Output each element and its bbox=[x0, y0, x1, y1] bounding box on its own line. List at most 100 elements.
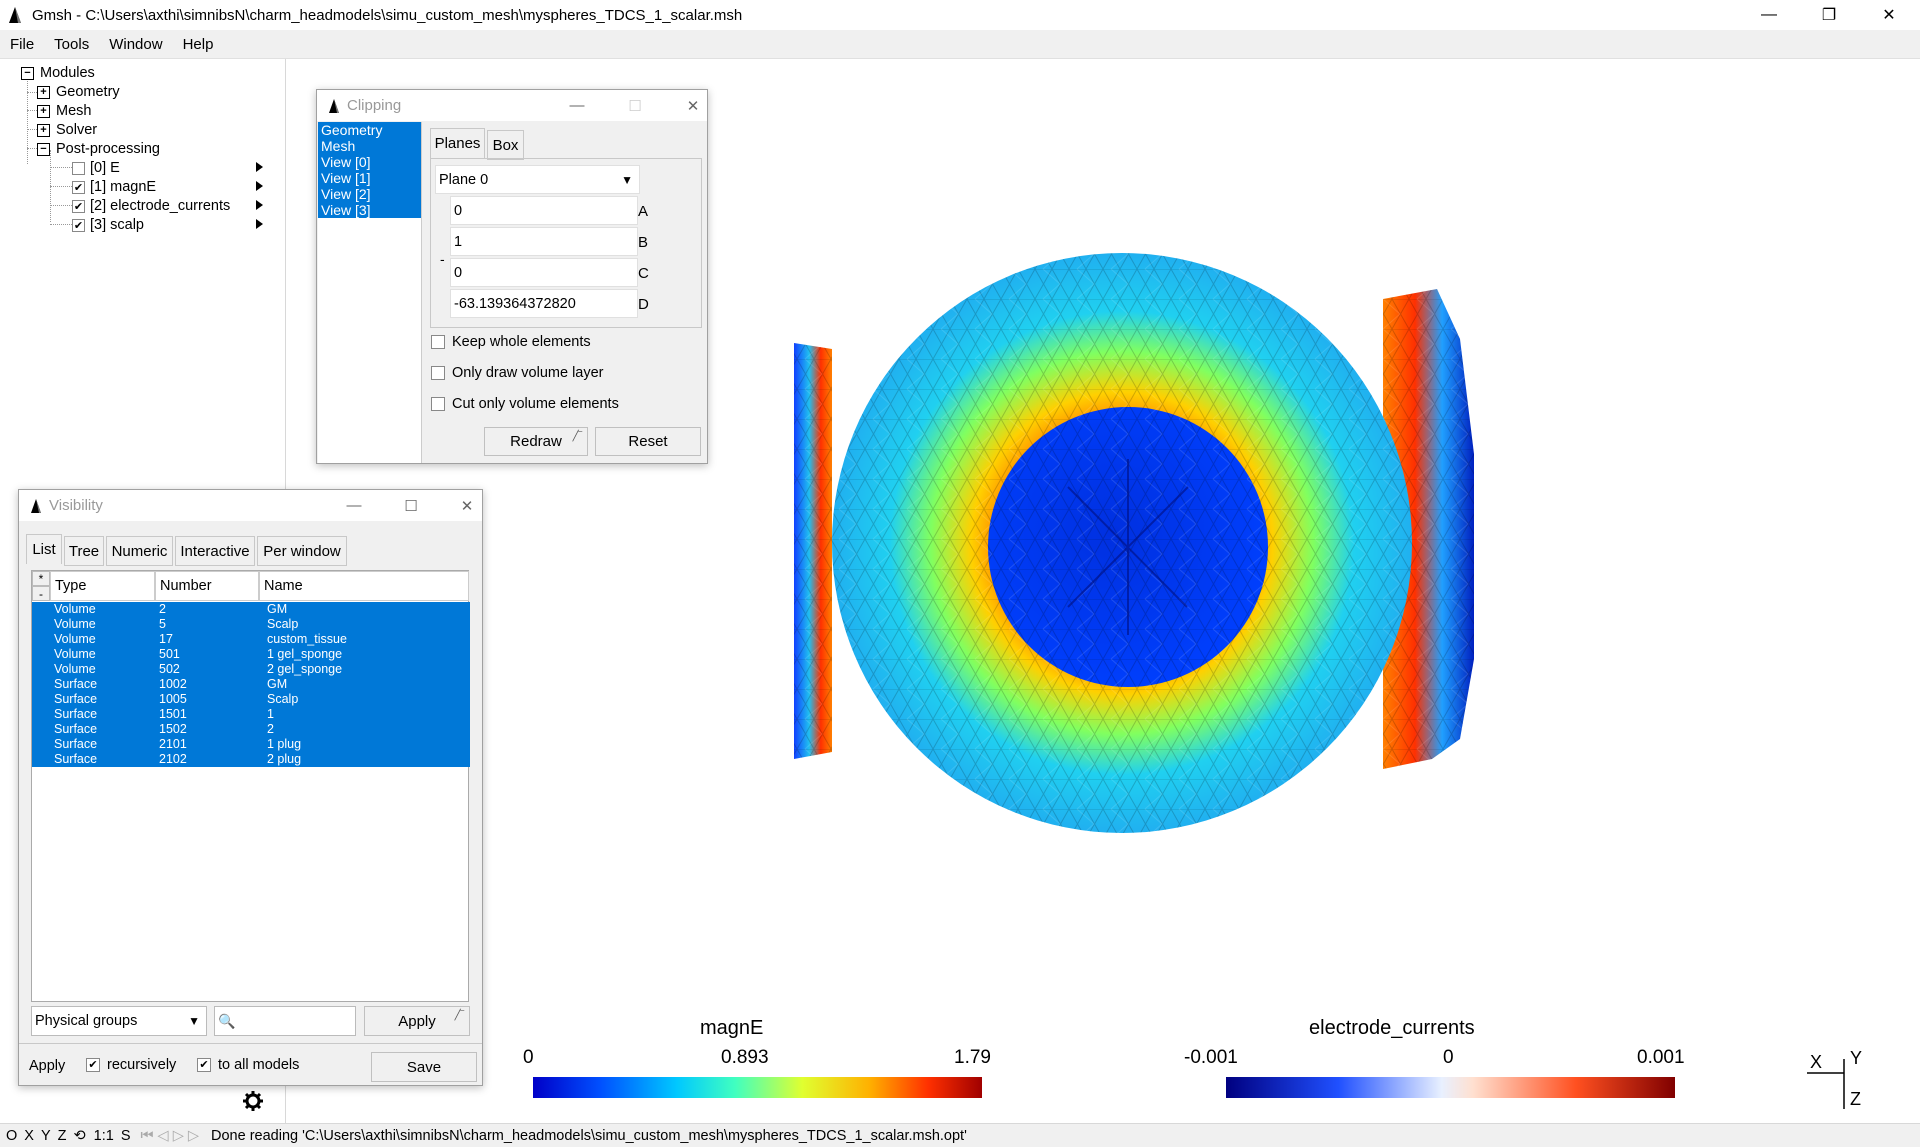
select-s-button[interactable]: S bbox=[120, 1127, 131, 1144]
plane-coef-c-field[interactable]: 0 bbox=[450, 258, 638, 287]
view-1-menu-arrow-icon[interactable] bbox=[256, 181, 263, 191]
view-2-checkbox[interactable]: ✔ bbox=[72, 199, 85, 213]
list-item[interactable]: View [2] bbox=[318, 186, 421, 202]
list-item[interactable]: View [1] bbox=[318, 170, 421, 186]
tree-item-post-processing[interactable]: − Post-processing bbox=[37, 140, 160, 158]
tree-item-solver[interactable]: + Solver bbox=[37, 121, 97, 139]
tree-item-mesh[interactable]: + Mesh bbox=[37, 102, 91, 120]
plane-coef-a-field[interactable]: 0 bbox=[450, 196, 638, 225]
rotate-icon[interactable]: ⟲ bbox=[73, 1127, 86, 1144]
close-button[interactable]: ✕ bbox=[460, 497, 474, 515]
select-none-button[interactable]: - bbox=[32, 586, 50, 601]
play-icon[interactable]: ▷ bbox=[172, 1127, 184, 1144]
view-x-button[interactable]: X bbox=[24, 1127, 34, 1144]
cell-number: 1005 bbox=[159, 692, 187, 706]
list-item[interactable]: Geometry bbox=[318, 122, 421, 138]
list-item[interactable]: Mesh bbox=[318, 138, 421, 154]
keep-whole-elements-option[interactable]: Keep whole elements bbox=[431, 334, 591, 350]
view-1[interactable]: ✔ [1] magnE bbox=[72, 178, 156, 196]
to-all-models-option[interactable]: ✔ to all models bbox=[197, 1057, 299, 1073]
view-3-checkbox[interactable]: ✔ bbox=[72, 218, 85, 232]
clipping-target-list[interactable]: Geometry Mesh View [0] View [1] View [2]… bbox=[318, 122, 422, 463]
save-button[interactable]: Save bbox=[371, 1052, 477, 1082]
expand-icon[interactable]: + bbox=[37, 85, 50, 99]
view-0-checkbox[interactable] bbox=[72, 161, 85, 175]
view-3[interactable]: ✔ [3] scalp bbox=[72, 216, 144, 234]
tree-modules[interactable]: − Modules bbox=[21, 64, 95, 82]
redraw-button[interactable]: Redraw ╱‾ bbox=[484, 427, 588, 456]
table-row[interactable]: Surface 1005 Scalp bbox=[32, 692, 470, 707]
scale-1-1-button[interactable]: 1:1 bbox=[93, 1127, 114, 1144]
table-row[interactable]: Surface 1502 2 bbox=[32, 722, 470, 737]
menu-window[interactable]: Window bbox=[109, 35, 163, 53]
view-3-menu-arrow-icon[interactable] bbox=[256, 219, 263, 229]
view-origin-button[interactable]: O bbox=[6, 1127, 18, 1144]
column-header-number[interactable]: Number bbox=[155, 571, 259, 601]
tab-per-window[interactable]: Per window bbox=[257, 536, 347, 566]
to-all-models-checkbox[interactable]: ✔ bbox=[197, 1058, 211, 1072]
minimize-button[interactable]: — bbox=[1761, 6, 1777, 23]
view-0-menu-arrow-icon[interactable] bbox=[256, 162, 263, 172]
menu-help[interactable]: Help bbox=[182, 35, 214, 53]
tab-box[interactable]: Box bbox=[487, 130, 524, 160]
plane-coef-d-field[interactable]: -63.139364372820 bbox=[450, 289, 638, 318]
entity-table[interactable]: * - Type Number Name Volume 2 GM Volume 5 Sca… bbox=[31, 570, 470, 1002]
close-button[interactable]: ✕ bbox=[686, 97, 700, 115]
table-row[interactable]: Volume 5 Scalp bbox=[32, 617, 470, 632]
menu-tools[interactable]: Tools bbox=[54, 35, 90, 53]
table-row[interactable]: Volume 502 2 gel_sponge bbox=[32, 662, 470, 677]
first-step-icon[interactable]: ⏮ bbox=[140, 1127, 154, 1144]
list-item[interactable]: View [0] bbox=[318, 154, 421, 170]
list-item[interactable]: View [3] bbox=[318, 202, 421, 218]
select-all-button[interactable]: * bbox=[32, 571, 50, 586]
menu-file[interactable]: File bbox=[10, 35, 35, 53]
table-row[interactable]: Surface 1501 1 bbox=[32, 707, 470, 722]
minimize-button[interactable]: — bbox=[569, 97, 585, 114]
settings-button[interactable] bbox=[224, 1086, 282, 1116]
apply-button[interactable]: Apply ╱‾ bbox=[364, 1006, 470, 1036]
collapse-icon[interactable]: − bbox=[21, 66, 34, 80]
minimize-button[interactable]: — bbox=[346, 497, 362, 514]
table-row[interactable]: Surface 2101 1 plug bbox=[32, 737, 470, 752]
cut-only-volume-elements-option[interactable]: Cut only volume elements bbox=[431, 396, 619, 412]
mesh-render bbox=[533, 253, 1845, 1109]
keep-whole-elements-checkbox[interactable] bbox=[431, 335, 445, 349]
only-draw-volume-layer-option[interactable]: Only draw volume layer bbox=[431, 365, 604, 381]
search-input[interactable]: 🔍 bbox=[214, 1006, 356, 1036]
tab-tree[interactable]: Tree bbox=[64, 536, 104, 566]
tab-list[interactable]: List bbox=[26, 534, 62, 564]
plane-coef-b-field[interactable]: 1 bbox=[450, 227, 638, 256]
table-row[interactable]: Volume 501 1 gel_sponge bbox=[32, 647, 470, 662]
table-row[interactable]: Surface 1002 GM bbox=[32, 677, 470, 692]
table-row[interactable]: Surface 2102 2 plug bbox=[32, 752, 470, 767]
cut-only-volume-elements-checkbox[interactable] bbox=[431, 397, 445, 411]
view-1-checkbox[interactable]: ✔ bbox=[72, 180, 85, 194]
recursively-option[interactable]: ✔ recursively bbox=[86, 1057, 176, 1073]
view-2[interactable]: ✔ [2] electrode_currents bbox=[72, 197, 230, 215]
group-type-select[interactable]: Physical groups ▼ bbox=[31, 1006, 207, 1036]
table-row[interactable]: Volume 17 custom_tissue bbox=[32, 632, 470, 647]
view-y-button[interactable]: Y bbox=[40, 1127, 51, 1144]
table-row[interactable]: Volume 2 GM bbox=[32, 602, 470, 617]
restore-button[interactable]: ❐ bbox=[1821, 7, 1837, 24]
tree-item-geometry[interactable]: + Geometry bbox=[37, 83, 120, 101]
prev-step-icon[interactable]: ◁ bbox=[157, 1127, 169, 1144]
view-2-menu-arrow-icon[interactable] bbox=[256, 200, 263, 210]
collapse-icon[interactable]: − bbox=[37, 142, 50, 156]
view-z-button[interactable]: Z bbox=[57, 1127, 67, 1144]
close-button[interactable]: ✕ bbox=[1882, 7, 1896, 24]
expand-icon[interactable]: + bbox=[37, 123, 50, 137]
recursively-checkbox[interactable]: ✔ bbox=[86, 1058, 100, 1072]
column-header-type[interactable]: Type bbox=[50, 571, 155, 601]
tab-interactive[interactable]: Interactive bbox=[175, 536, 255, 566]
maximize-button[interactable]: ☐ bbox=[404, 497, 418, 515]
expand-icon[interactable]: + bbox=[37, 104, 50, 118]
tab-planes[interactable]: Planes bbox=[430, 128, 485, 158]
plane-select[interactable]: Plane 0 ▼ bbox=[435, 165, 640, 194]
reset-button[interactable]: Reset bbox=[595, 427, 701, 456]
tab-numeric[interactable]: Numeric bbox=[106, 536, 173, 566]
view-0[interactable]: [0] E bbox=[72, 159, 120, 177]
next-step-icon[interactable]: ▷ bbox=[187, 1127, 200, 1144]
only-draw-volume-layer-checkbox[interactable] bbox=[431, 366, 445, 380]
column-header-name[interactable]: Name bbox=[259, 571, 469, 601]
